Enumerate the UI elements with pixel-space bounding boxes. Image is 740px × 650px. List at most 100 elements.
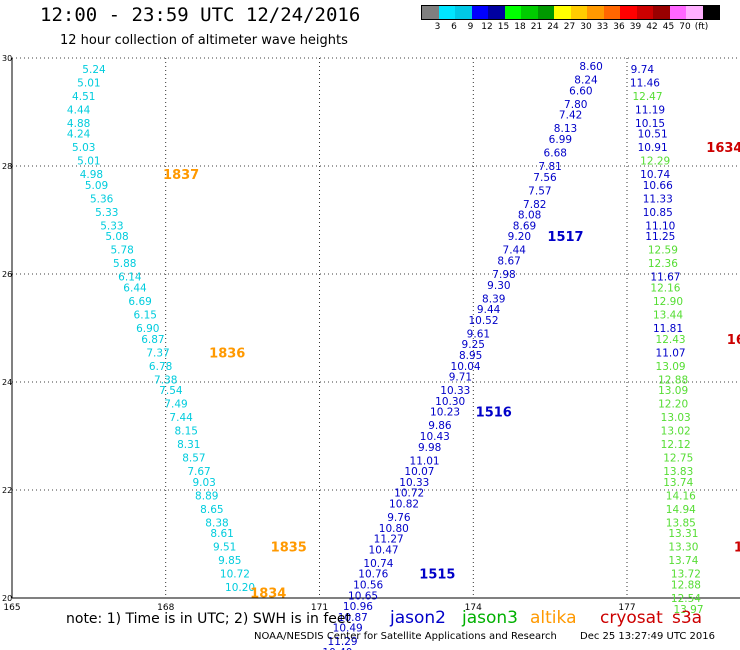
wave-height-point: 9.74 <box>631 64 655 76</box>
wave-height-point: 5.78 <box>110 245 133 257</box>
wave-height-point: 5.88 <box>113 258 136 270</box>
wave-height-point: 10.65 <box>348 590 378 602</box>
wave-height-point: 8.08 <box>518 210 541 222</box>
wave-height-point: 8.13 <box>554 123 577 135</box>
wave-height-point: 9.71 <box>449 372 472 384</box>
pass-number-label: 1517 <box>547 230 583 245</box>
color-scale-label: 21 <box>530 22 543 32</box>
pass-number-label: 1834 <box>250 587 286 602</box>
wave-height-point: 7.54 <box>159 385 183 397</box>
wave-height-point: 8.31 <box>177 439 200 451</box>
wave-height-point: 10.72 <box>220 569 250 581</box>
wave-height-point: 6.99 <box>549 134 572 146</box>
color-scale-label: 12 <box>481 22 493 32</box>
wave-height-point: 10.56 <box>353 580 383 592</box>
color-scale-label: 33 <box>596 22 609 32</box>
wave-height-point: 12.88 <box>671 580 701 592</box>
wave-height-point: 10.74 <box>363 558 393 570</box>
wave-height-point: 5.33 <box>95 207 118 219</box>
wave-height-point: 10.87 <box>338 612 368 624</box>
wave-height-point: 7.37 <box>146 347 169 359</box>
color-swatch <box>669 6 686 19</box>
wave-height-point: 10.23 <box>430 407 460 419</box>
wave-height-point: 7.42 <box>559 110 582 122</box>
wave-height-point: 6.15 <box>134 310 157 322</box>
wave-height-point: 11.25 <box>645 231 675 243</box>
wave-height-point: 5.03 <box>72 142 95 154</box>
wave-height-point: 10.80 <box>379 523 409 535</box>
wave-height-point: 4.44 <box>67 104 91 116</box>
wave-height-point: 11.33 <box>643 193 673 205</box>
color-scale-label: 9 <box>467 22 474 32</box>
color-swatch <box>422 6 439 19</box>
wave-height-point: 8.38 <box>205 517 228 529</box>
wave-height-point: 7.80 <box>564 99 587 111</box>
wave-height-point: 12.54 <box>671 593 701 605</box>
wave-height-point: 9.86 <box>428 420 452 432</box>
pass-number-label: 1835 <box>271 541 307 556</box>
satellite-name-jason3: jason3 <box>462 608 518 628</box>
wave-height-point: 4.98 <box>80 169 103 181</box>
wave-height-point: 11.01 <box>410 455 440 467</box>
color-scale-label: 30 <box>580 22 592 32</box>
wave-height-point: 6.60 <box>569 85 592 97</box>
color-swatch <box>636 6 653 19</box>
wave-height-point: 10.47 <box>369 544 399 556</box>
wave-height-point: 4.24 <box>67 129 91 141</box>
wave-height-point: 13.72 <box>671 569 701 581</box>
wave-height-point: 12.90 <box>653 296 683 308</box>
color-swatch <box>570 6 587 19</box>
color-scale-label: 70 <box>679 22 691 32</box>
wave-height-point: 6.68 <box>544 148 567 160</box>
wave-height-point: 8.57 <box>182 453 205 465</box>
wave-height-point: 9.20 <box>508 231 531 243</box>
wave-height-point: 13.44 <box>653 310 683 322</box>
wave-height-point: 7.49 <box>164 399 187 411</box>
generation-timestamp: Dec 25 13:27:49 UTC 2016 <box>580 631 715 642</box>
wave-height-point: 10.49 <box>333 623 363 635</box>
wave-height-point: 10.33 <box>440 385 470 397</box>
wave-height-point: 7.44 <box>169 412 193 424</box>
color-scale-label: 15 <box>497 22 510 32</box>
x-tick-label: 168 <box>157 603 174 613</box>
wave-height-point: 6.44 <box>123 283 147 295</box>
y-tick-label: 28 <box>2 162 12 171</box>
y-tick-label: 24 <box>2 378 12 387</box>
wave-height-point: 6.14 <box>118 272 142 284</box>
wave-height-point: 4.51 <box>72 91 95 103</box>
wave-height-point: 4.88 <box>67 118 90 130</box>
color-scale-label: 3 <box>434 22 441 32</box>
wave-height-point: 9.44 <box>477 304 501 316</box>
wave-height-point: 5.24 <box>82 64 106 76</box>
x-tick-label: 177 <box>618 603 635 613</box>
wave-height-point: 11.27 <box>374 534 404 546</box>
wave-height-point: 10.07 <box>404 466 434 478</box>
color-scale-legend: 3 6 9 12 15 18 21 24 27 30 33 36 39 42 45 70 (ft) <box>421 5 720 36</box>
wave-height-point: 12.12 <box>661 439 691 451</box>
wave-height-point: 10.04 <box>451 361 481 373</box>
wave-height-point: 5.01 <box>77 156 100 168</box>
wave-height-point: 10.91 <box>638 142 668 154</box>
wave-height-point: 7.57 <box>528 185 551 197</box>
wave-height-point: 13.74 <box>668 555 698 567</box>
wave-height-point: 13.30 <box>668 542 698 554</box>
color-scale-label: 36 <box>613 22 625 32</box>
wave-height-point: 9.76 <box>387 512 411 524</box>
wave-height-point: 12.16 <box>650 283 680 295</box>
color-swatch <box>587 6 604 19</box>
satellite-name-cryosat: cryosat <box>600 608 663 628</box>
wave-height-point: 12.29 <box>640 156 670 168</box>
wave-height-point: 11.46 <box>630 77 660 89</box>
color-scale-swatches <box>421 5 720 20</box>
wave-height-point: 8.60 <box>579 61 602 73</box>
satellite-name-s3a: s3a <box>672 608 703 628</box>
wave-height-point: 12.47 <box>632 91 662 103</box>
color-swatch <box>488 6 505 19</box>
wave-height-point: 8.69 <box>513 220 536 232</box>
wave-height-point: 7.98 <box>492 269 515 281</box>
color-swatch <box>620 6 637 19</box>
wave-height-point: 11.07 <box>656 347 686 359</box>
wave-height-point: 7.44 <box>503 245 527 257</box>
wave-height-point: 10.33 <box>399 477 429 489</box>
wave-height-point: 9.03 <box>192 477 215 489</box>
